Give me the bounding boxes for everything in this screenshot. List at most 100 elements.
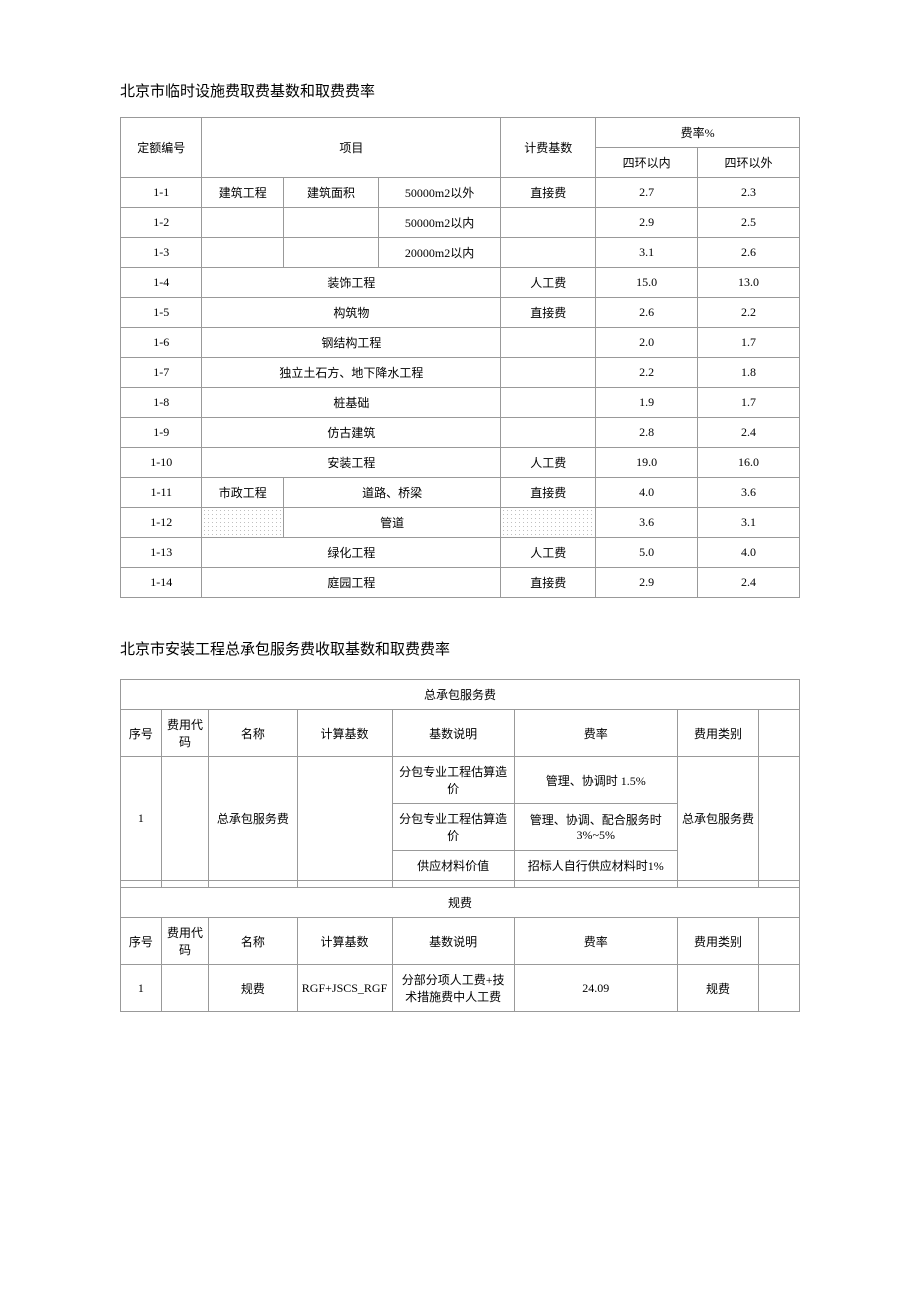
cell: 分部分项人工费+技术措施费中人工费 <box>392 965 514 1012</box>
cell-code: 1-12 <box>121 508 202 538</box>
cell: 直接费 <box>501 178 596 208</box>
header-calcbase: 计算基数 <box>297 710 392 757</box>
cell: 绿化工程 <box>202 538 501 568</box>
cell: 4.0 <box>698 538 800 568</box>
cell-code: 1-13 <box>121 538 202 568</box>
cell: 24.09 <box>514 965 677 1012</box>
cell: 独立土石方、地下降水工程 <box>202 358 501 388</box>
cell: 50000m2以内 <box>378 208 500 238</box>
cell-code: 1-6 <box>121 328 202 358</box>
table-row: 1-12 管道 3.6 3.1 <box>121 508 800 538</box>
cell: 2.3 <box>698 178 800 208</box>
header-name: 名称 <box>209 918 297 965</box>
cell-code: 1-8 <box>121 388 202 418</box>
cell: 2.2 <box>698 298 800 328</box>
cell <box>501 508 596 538</box>
cell: 总承包服务费 <box>677 757 758 881</box>
cell: 规费 <box>209 965 297 1012</box>
cell: 2.5 <box>698 208 800 238</box>
cell: 19.0 <box>596 448 698 478</box>
cell: 4.0 <box>596 478 698 508</box>
cell: 20000m2以内 <box>378 238 500 268</box>
header-rate: 费率 <box>514 918 677 965</box>
cell: 人工费 <box>501 448 596 478</box>
table-header-row: 定额编号 项目 计费基数 费率% <box>121 118 800 148</box>
cell: 2.7 <box>596 178 698 208</box>
cell: 庭园工程 <box>202 568 501 598</box>
header-feecat: 费用类别 <box>677 918 758 965</box>
cell: 1.9 <box>596 388 698 418</box>
cell-code: 1-7 <box>121 358 202 388</box>
cell: 15.0 <box>596 268 698 298</box>
section-header-row: 规费 <box>121 888 800 918</box>
header-calcbase: 计算基数 <box>297 918 392 965</box>
cell: 安装工程 <box>202 448 501 478</box>
header-basedesc: 基数说明 <box>392 710 514 757</box>
cell: 1.7 <box>698 388 800 418</box>
cell: 钢结构工程 <box>202 328 501 358</box>
cell: 2.8 <box>596 418 698 448</box>
cell: 供应材料价值 <box>392 851 514 881</box>
cell <box>283 208 378 238</box>
cell: 招标人自行供应材料时1% <box>514 851 677 881</box>
cell: 直接费 <box>501 568 596 598</box>
cell <box>161 965 209 1012</box>
header-name: 名称 <box>209 710 297 757</box>
cell: 人工费 <box>501 268 596 298</box>
cell-code: 1-11 <box>121 478 202 508</box>
header-empty <box>759 710 800 757</box>
cell <box>283 238 378 268</box>
cell: 50000m2以外 <box>378 178 500 208</box>
cell <box>501 358 596 388</box>
cell: 2.6 <box>698 238 800 268</box>
cell: 市政工程 <box>202 478 283 508</box>
cell-seq: 1 <box>121 757 162 881</box>
cell <box>759 965 800 1012</box>
cell: 仿古建筑 <box>202 418 501 448</box>
cell: 直接费 <box>501 298 596 328</box>
cell: 建筑工程 <box>202 178 283 208</box>
cell <box>501 388 596 418</box>
cell: 13.0 <box>698 268 800 298</box>
cell: RGF+JSCS_RGF <box>297 965 392 1012</box>
cell <box>759 757 800 881</box>
header-in: 四环以内 <box>596 148 698 178</box>
header-base: 计费基数 <box>501 118 596 178</box>
cell <box>501 328 596 358</box>
cell <box>501 208 596 238</box>
title-2: 北京市安装工程总承包服务费收取基数和取费费率 <box>120 638 800 659</box>
cell-code: 1-9 <box>121 418 202 448</box>
cell-code: 1-4 <box>121 268 202 298</box>
cell <box>297 757 392 881</box>
cell: 2.4 <box>698 568 800 598</box>
cell <box>202 208 283 238</box>
cell: 5.0 <box>596 538 698 568</box>
cell: 2.4 <box>698 418 800 448</box>
table-row: 1-10 安装工程 人工费 19.0 16.0 <box>121 448 800 478</box>
table-row: 1-4 装饰工程 人工费 15.0 13.0 <box>121 268 800 298</box>
section-title: 规费 <box>121 888 800 918</box>
cell: 2.0 <box>596 328 698 358</box>
table-row: 1-9 仿古建筑 2.8 2.4 <box>121 418 800 448</box>
header-rate: 费率 <box>514 710 677 757</box>
cell: 管理、协调时 1.5% <box>514 757 677 804</box>
cell: 2.9 <box>596 208 698 238</box>
header-code: 定额编号 <box>121 118 202 178</box>
cell: 1.8 <box>698 358 800 388</box>
cell-code: 1-14 <box>121 568 202 598</box>
cell: 管理、协调、配合服务时 3%~5% <box>514 804 677 851</box>
cell <box>501 238 596 268</box>
cell-seq: 1 <box>121 965 162 1012</box>
cell: 直接费 <box>501 478 596 508</box>
cell <box>501 418 596 448</box>
cell-code: 1-3 <box>121 238 202 268</box>
table-row: 1 总承包服务费 分包专业工程估算造价 管理、协调时 1.5% 总承包服务费 <box>121 757 800 804</box>
header-feecode: 费用代码 <box>161 710 209 757</box>
table-row: 1-2 50000m2以内 2.9 2.5 <box>121 208 800 238</box>
cell-code: 1-1 <box>121 178 202 208</box>
table-row: 1-11 市政工程 道路、桥梁 直接费 4.0 3.6 <box>121 478 800 508</box>
cell-code: 1-5 <box>121 298 202 328</box>
cell: 1.7 <box>698 328 800 358</box>
table-row: 1-1 建筑工程 建筑面积 50000m2以外 直接费 2.7 2.3 <box>121 178 800 208</box>
cell: 装饰工程 <box>202 268 501 298</box>
